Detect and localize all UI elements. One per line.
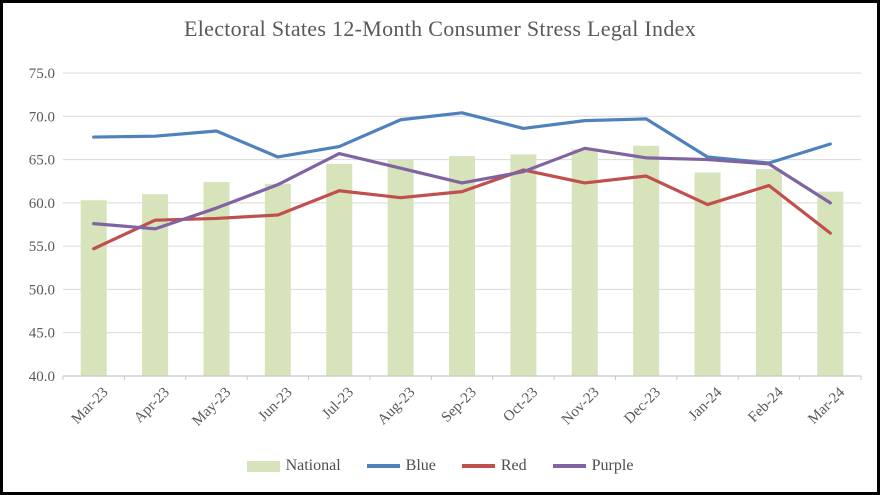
x-axis-category-label: Feb-24 <box>745 384 787 426</box>
x-axis-category-label: Jun-23 <box>255 385 295 425</box>
legend-item-blue: Blue <box>366 457 436 475</box>
legend-label-national: National <box>285 457 341 474</box>
bar-national <box>817 191 844 376</box>
x-axis-category-label: Oct-23 <box>500 385 541 426</box>
bar-national <box>694 172 721 376</box>
x-axis-category-label: Nov-23 <box>559 385 603 429</box>
bar-national <box>755 169 782 376</box>
y-axis-tick-label: 65.0 <box>29 153 55 169</box>
y-axis-tick-label: 70.0 <box>29 109 55 125</box>
bar-national <box>326 163 353 376</box>
x-axis-category-label: Jan-24 <box>686 384 726 424</box>
legend-item-red: Red <box>461 457 527 475</box>
x-axis-category-label: Dec-23 <box>621 385 664 428</box>
x-axis-category-label: Apr-23 <box>131 385 173 427</box>
x-axis-category-label: Sep-23 <box>438 385 479 426</box>
line-series-blue <box>92 111 832 165</box>
national-bar-swatch-icon <box>246 460 280 472</box>
y-axis-tick-label: 60.0 <box>29 196 55 212</box>
legend-label-red: Red <box>500 457 527 474</box>
x-axis-category-label: May-23 <box>189 385 234 430</box>
purple-line-swatch-icon <box>552 464 586 468</box>
legend-item-purple: Purple <box>552 457 634 475</box>
bar-national <box>571 149 598 376</box>
line-series-red <box>92 168 832 251</box>
line-series-purple <box>92 146 832 231</box>
chart-legend: National Blue Red Purple <box>3 457 877 475</box>
bar-national <box>633 145 660 376</box>
bar-national <box>203 182 230 376</box>
y-axis-tick-label: 45.0 <box>29 326 55 342</box>
red-line-swatch-icon <box>461 464 495 468</box>
chart-canvas: 40.0 45.0 50.0 55.0 60.0 65.0 70.0 75.0 Mar-23 Ap… <box>29 66 862 430</box>
x-axis-category-label: Mar-24 <box>805 384 848 427</box>
bar-national <box>80 200 107 376</box>
x-axis-category-label: Aug-23 <box>375 385 419 429</box>
legend-label-blue: Blue <box>405 457 436 474</box>
legend-item-national: National <box>246 457 341 475</box>
blue-line-swatch-icon <box>366 464 400 468</box>
bar-national <box>510 154 537 376</box>
x-axis-category-label: Jul-23 <box>319 385 357 423</box>
y-axis-tick-label: 55.0 <box>29 239 55 255</box>
chart-title: Electoral States 12-Month Consumer Stres… <box>183 16 697 41</box>
legend-label-purple: Purple <box>591 457 634 474</box>
y-axis-tick-label: 50.0 <box>29 282 55 298</box>
y-axis-tick-label: 75.0 <box>29 66 55 82</box>
x-axis-category-label: Mar-23 <box>69 385 112 428</box>
bar-national <box>387 159 414 376</box>
y-axis-tick-label: 40.0 <box>29 369 55 385</box>
